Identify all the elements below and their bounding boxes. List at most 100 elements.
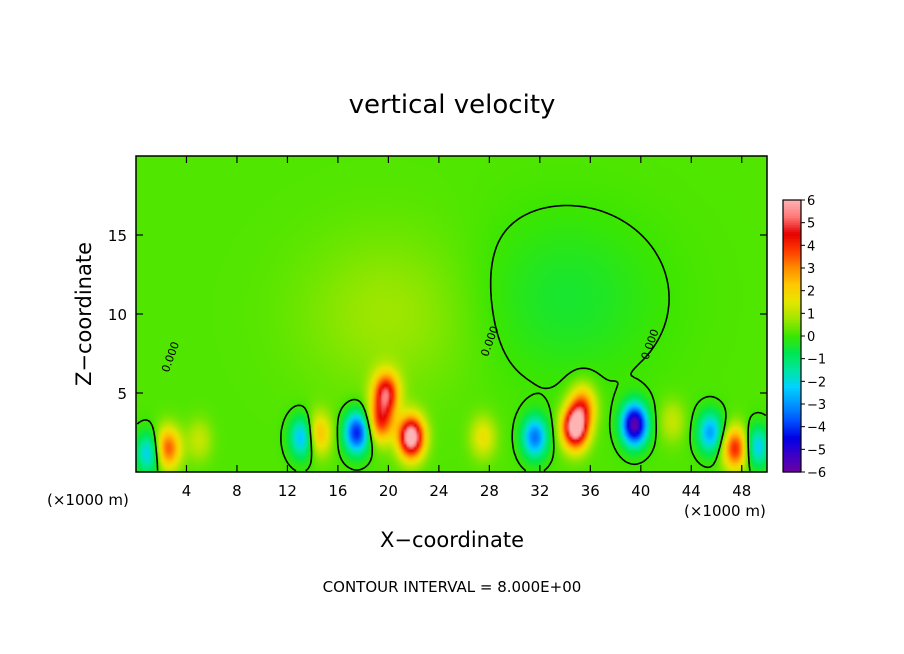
x-unit-label-right: (×1000 m)	[684, 502, 766, 520]
colorbar-segment	[783, 234, 801, 237]
colorbar-segment	[783, 209, 801, 212]
colorbar-segment	[783, 224, 801, 228]
x-axis: 4 8 12 16 20 24 28 32 36 40 44 48	[182, 156, 751, 500]
colorbar-segment	[783, 324, 801, 328]
colorbar-segment	[783, 424, 801, 428]
colorbar-segment	[783, 465, 801, 469]
colorbar-segment	[783, 336, 801, 339]
colorbar-segment	[783, 317, 801, 321]
colorbar-segment	[783, 388, 801, 391]
colorbar-tick-label: 0	[807, 330, 815, 345]
colorbar-segment	[783, 258, 801, 262]
colorbar-segment	[783, 440, 801, 444]
colorbar-segment	[783, 302, 801, 305]
colorbar-segment	[783, 406, 801, 410]
colorbar-segment	[783, 306, 801, 310]
colorbar-segment	[783, 213, 801, 217]
x-tick-label: 32	[530, 482, 549, 500]
colorbar-segment	[783, 322, 801, 326]
colorbar-segment	[783, 449, 801, 453]
colorbar-segment	[783, 351, 801, 355]
colorbar-segment	[783, 426, 801, 430]
colorbar-segment	[783, 444, 801, 448]
colorbar-segment	[783, 376, 801, 380]
colorbar-segment	[783, 340, 801, 344]
colorbar-segment	[783, 247, 801, 251]
colorbar-segment	[783, 290, 801, 294]
colorbar-tick-label: −2	[807, 375, 826, 390]
colorbar-segment	[783, 451, 801, 455]
colorbar-segment	[783, 469, 801, 473]
colorbar-segment	[783, 390, 801, 394]
colorbar-segment	[783, 338, 801, 342]
colorbar-segment	[783, 286, 801, 289]
x-tick-label: 40	[631, 482, 650, 500]
x-tick-label: 36	[581, 482, 600, 500]
colorbar-segment	[783, 256, 801, 260]
colorbar-segment	[783, 279, 801, 283]
x-tick-label: 48	[732, 482, 751, 500]
colorbar-segment	[783, 281, 801, 285]
colorbar-segment	[783, 433, 801, 437]
colorbar-segment	[783, 200, 801, 203]
colorbar-segment	[783, 413, 801, 416]
colorbar-segment	[783, 383, 801, 387]
velocity-field-heatmap	[136, 156, 767, 472]
colorbar-segment	[783, 435, 801, 439]
colorbar-segment	[783, 236, 801, 240]
colorbar-segment	[783, 252, 801, 255]
colorbar-segment	[783, 277, 801, 280]
colorbar-segment	[783, 467, 801, 471]
contour-interval-note: CONTOUR INTERVAL = 8.000E+00	[323, 578, 582, 596]
x-tick-label: 4	[182, 482, 192, 500]
colorbar-segment	[783, 428, 801, 432]
colorbar-segment	[783, 385, 801, 389]
colorbar-segment	[783, 240, 801, 244]
y-axis: 5 10 15	[108, 227, 767, 403]
colorbar-segment	[783, 308, 801, 312]
zero-contour-lines	[136, 204, 767, 472]
x-tick-label: 28	[480, 482, 499, 500]
colorbar-segment	[783, 333, 801, 337]
colorbar-segment	[783, 379, 801, 382]
colorbar-segment	[783, 288, 801, 292]
colorbar-tick-label: 2	[807, 285, 815, 300]
colorbar-segment	[783, 431, 801, 435]
colorbar-segment	[783, 345, 801, 348]
x-tick-label: 44	[682, 482, 701, 500]
colorbar-segment	[783, 215, 801, 219]
colorbar-segment	[783, 204, 801, 208]
colorbar-tick-label: 3	[807, 262, 815, 277]
colorbar-segment	[783, 347, 801, 351]
x-unit-label-left: (×1000 m)	[47, 491, 129, 509]
colorbar-segment	[783, 460, 801, 464]
colorbar-segment	[783, 370, 801, 373]
y-tick-label: 15	[108, 227, 127, 245]
colorbar-segment	[783, 295, 801, 299]
colorbar-segment	[783, 274, 801, 278]
colorbar-segment	[783, 349, 801, 353]
colorbar-segment	[783, 238, 801, 242]
colorbar-segment	[783, 329, 801, 333]
y-tick-label: 10	[108, 306, 127, 324]
colorbar-segment	[783, 462, 801, 466]
plot-area: 0.000 0.000 0.000	[135, 155, 768, 473]
colorbar-segment	[783, 292, 801, 296]
colorbar-tick-label: −1	[807, 353, 826, 368]
colorbar-segment	[783, 408, 801, 412]
x-tick-label: 16	[328, 482, 347, 500]
colorbar-segment	[783, 453, 801, 457]
colorbar-segment	[783, 363, 801, 367]
colorbar-tick-label: 6	[807, 194, 815, 209]
colorbar-segment	[783, 272, 801, 276]
colorbar-segment	[783, 243, 801, 246]
colorbar-segment	[783, 222, 801, 226]
colorbar-tick-label: −4	[807, 421, 826, 436]
colorbar-segment	[783, 304, 801, 308]
colorbar-segment	[783, 372, 801, 376]
x-tick-label: 8	[232, 482, 242, 500]
colorbar-segment	[783, 313, 801, 317]
colorbar-segment	[783, 392, 801, 396]
colorbar-segment	[783, 227, 801, 231]
colorbar-segment	[783, 401, 801, 405]
